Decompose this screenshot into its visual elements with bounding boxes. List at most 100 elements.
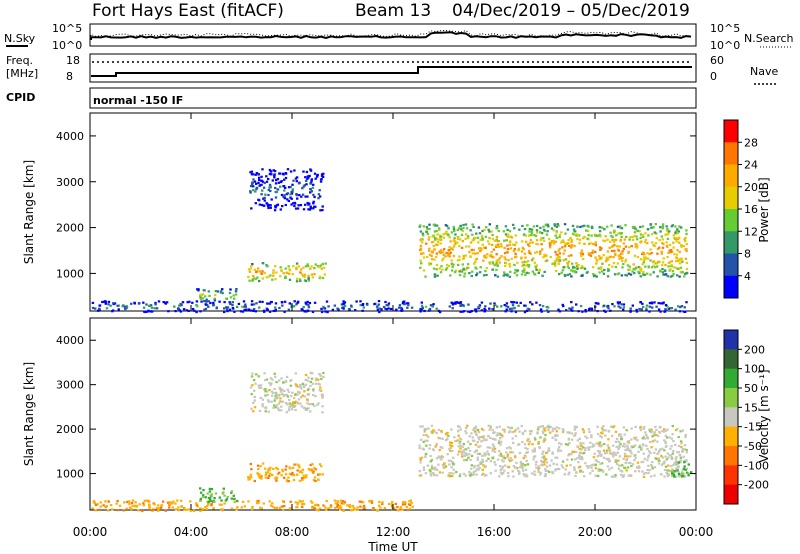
data-cell [649,451,652,455]
data-cell [279,388,282,391]
data-cell [268,168,272,172]
data-cell [641,234,644,237]
data-cell [626,444,629,447]
data-cell [657,308,661,311]
data-cell [603,304,606,307]
data-cell [531,241,534,244]
data-cell [274,204,277,208]
data-cell [280,405,283,408]
data-cell [430,241,434,244]
data-cell [377,303,380,306]
colorbar-tick-label: -200 [744,479,769,492]
data-cell [302,274,305,277]
data-cell [288,272,291,275]
data-cell [313,404,316,407]
data-cell [507,259,510,262]
data-cell [116,304,119,307]
data-cell [655,428,658,432]
data-cell [267,193,270,197]
data-cell [427,427,430,430]
data-cell [305,170,309,174]
data-cell [231,304,234,307]
data-cell [134,504,137,507]
data-cell [164,509,167,512]
data-cell [284,468,287,471]
data-cell [536,231,539,234]
data-cell [259,506,262,509]
data-cell [508,265,512,268]
data-cell [296,393,299,396]
data-cell [450,428,453,431]
data-cell [173,305,176,308]
data-cell [451,461,454,464]
data-cell [202,289,205,292]
data-cell [648,428,651,431]
data-cell [484,309,487,312]
data-cell [472,428,475,431]
data-cell [425,226,429,229]
data-cell [555,463,559,466]
data-cell [452,225,455,228]
data-cell [262,186,266,189]
data-cell [654,242,658,245]
data-cell [506,251,509,254]
data-cell [437,428,441,432]
data-cell [316,403,319,406]
data-cell [586,230,590,233]
data-cell [678,454,682,457]
data-cell [611,239,614,242]
data-cell [552,462,555,465]
data-cell [278,172,281,175]
data-cell [143,499,146,502]
data-cell [342,509,345,512]
data-cell [98,307,101,310]
data-cell [590,434,593,437]
data-cell [613,252,617,255]
data-cell [609,231,612,234]
data-cell [499,243,503,246]
data-cell [617,459,620,462]
data-cell [493,431,496,434]
data-cell [681,469,684,472]
data-cell [265,309,269,312]
data-cell [309,380,312,384]
data-cell [684,257,688,260]
data-cell [621,257,624,260]
data-cell [429,262,433,265]
data-cell [301,505,304,508]
data-cell [291,471,294,475]
data-cell [664,440,667,444]
data-cell [467,245,471,248]
data-cell [438,228,441,232]
data-cell [450,259,453,262]
data-cell [439,249,443,252]
data-cell [317,193,321,196]
data-cell [533,470,536,473]
data-cell [510,300,513,304]
data-cell [484,305,487,308]
data-cell [274,196,278,199]
data-cell [322,371,325,375]
data-cell [655,237,658,240]
data-cell [307,303,310,306]
data-cell [624,448,627,451]
data-cell [189,509,192,512]
data-cell [447,474,450,477]
data-cell [524,273,527,276]
data-cell [447,264,450,268]
data-cell [138,503,141,506]
data-cell [255,186,259,189]
data-cell [539,250,542,253]
data-cell [321,405,324,408]
data-cell [311,382,315,385]
data-cell [462,443,465,446]
data-cell [283,197,287,200]
data-cell [283,389,286,393]
freq-tick-bottom: 8 [66,70,73,83]
data-cell [683,444,687,447]
data-cell [354,309,357,312]
data-cell [682,455,685,458]
data-cell [477,247,481,250]
data-cell [276,468,279,471]
data-cell [199,487,202,490]
